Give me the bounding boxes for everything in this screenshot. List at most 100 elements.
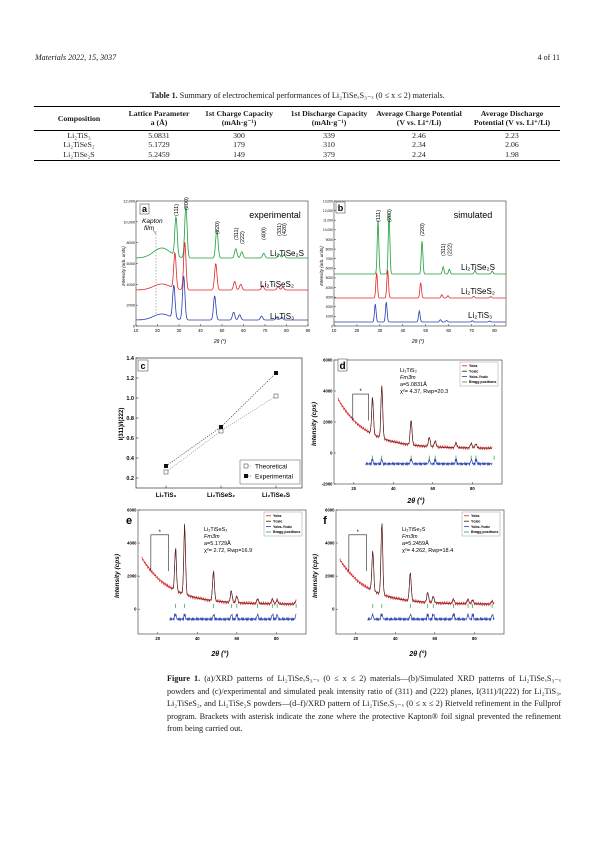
x-tick-label: 20 (351, 486, 356, 491)
panel-c-ylabel: I(311)/I(222) (119, 408, 125, 441)
experimental-point (274, 371, 278, 375)
panel-b-tag: simulated (454, 210, 493, 220)
x-tick-label: 80 (492, 328, 497, 333)
y-tick-label: 6000 (127, 508, 137, 513)
y-tick-label: 12,000 (323, 209, 333, 213)
panel-e-info: Li₂TiSeS₂ Fm3̄m a=5.1729Å χ²= 2.72, Rwp=… (204, 527, 252, 554)
info-space-group: Fm3̄m (400, 375, 416, 381)
x-tick-label: 70 (469, 328, 474, 333)
panel-a-xlabel: 2θ (°) (213, 339, 227, 345)
x-tick-label: 40 (195, 636, 200, 641)
peak-label: (220) (215, 221, 221, 234)
panel-d-info: Li₂TiS₃ Fm3̄m a=5.0831Å χ²= 4.37, Rwp=20… (400, 368, 448, 395)
peak-label: (222) (447, 243, 453, 256)
peak-label: (222) (240, 231, 246, 244)
y-tick-label: 8000 (127, 241, 135, 245)
panel-a-experimental-xrd: 0 2000 4000 6000 8000 10,000 12,000 10 20 30 40 50… (120, 196, 312, 346)
table-cell: 5.1729 (148, 140, 170, 150)
table-cell: 5.0831 (148, 130, 170, 140)
figure-caption: Figure 1. (a)/XRD patterns of Li₂TiSeₓS₃… (167, 673, 561, 736)
figure-1: 0 2000 4000 6000 8000 10,000 12,000 10 20 30 40 50… (110, 196, 510, 662)
ycalc-curve (169, 524, 297, 605)
legend-label: Bragg positions (273, 530, 300, 534)
table-cell: Li₂TiS₃ (67, 130, 91, 140)
ycalc-curve (367, 523, 495, 605)
table-cell: 2.34 (412, 140, 426, 150)
info-lattice: a=5.0831Å (400, 381, 427, 388)
panel-b-xlabel: 2θ (°) (411, 339, 425, 345)
peak-label: (311) (234, 227, 240, 240)
series-label-li2tises2: Li₂TiSeS₂ (260, 280, 294, 289)
panel-e-ylabel: Intensity (cps) (114, 554, 121, 598)
x-tick-label: 40 (391, 486, 396, 491)
x-tick-label: 40 (198, 328, 203, 333)
panel-b-letter: b (338, 203, 344, 213)
column-header: Average Charge Potential (V vs. Li⁺/Li) (376, 109, 462, 128)
kapton-film-label-line2: film (144, 225, 155, 232)
table-cell: 179 (233, 140, 245, 150)
curve-li2tis3 (334, 301, 506, 323)
panel-f-ylabel: Intensity (cps) (312, 554, 319, 598)
panel-b-ylabel: Intensity (arb. units) (319, 246, 324, 286)
figure-caption-label: Figure 1. (167, 674, 201, 683)
figure-caption-text: (a)/XRD patterns of Li₂TiSeₓS₃₋ₓ (0 ≤ x … (167, 674, 562, 734)
info-space-group: Fm3̄m (402, 534, 418, 540)
panel-f-rietveld-li2tise2s: f Intensity (cps) 2θ (°) 6000 4000 2000 0 20… (308, 506, 508, 662)
y-tick-label: 11,000 (323, 219, 333, 223)
table-caption-text: Summary of electrochemical performances … (179, 91, 445, 100)
x-tick-label: 50 (423, 328, 428, 333)
x-tick-label: 20 (353, 636, 358, 641)
yobs-curve (339, 524, 495, 607)
x-tick-label: 50 (220, 328, 225, 333)
table-cell: Li₂TiSe₂S (63, 150, 95, 160)
x-tick-label: 20 (355, 328, 360, 333)
x-tick-label: 60 (446, 328, 451, 333)
journal-citation: Materials 2022, 15, 3037 (35, 53, 117, 62)
table-cell: 2.23 (505, 130, 519, 140)
panel-e-svg: e Intensity (cps) 2θ (°) 6000 4000 2000 0 20… (114, 508, 307, 658)
peak-label: (220) (420, 223, 426, 236)
peak-label: (420) (282, 223, 288, 236)
panel-c-svg: c I(311)/I(222) 0.2 0.4 0.6 0.8 1.0 1.2 1.4 Li… (119, 356, 303, 499)
bracket-asterisk: * (159, 530, 162, 536)
y-tick-label: 0 (330, 451, 333, 456)
info-compound: Li₂TiSe₂S (402, 527, 426, 533)
table-cell: 5.2459 (148, 150, 170, 160)
series-label-li2tises2: Li₂TiSeS₂ (461, 287, 495, 296)
legend-label: Yobs-Ycalc (273, 525, 292, 529)
y-tick-label: 8000 (326, 247, 334, 251)
panel-a-ylabel: Intensity (arb. units) (121, 246, 126, 286)
column-header: 1st Charge Capacity (mAh·g⁻¹) (205, 109, 273, 128)
legend-label: Bragg positions (469, 380, 496, 384)
y-tick-label: 10,000 (123, 220, 135, 224)
difference-curve (365, 457, 493, 467)
panel-e-letter: e (126, 515, 132, 527)
table-header-row: Composition Lattice Parameter a (Å) 1st … (34, 106, 560, 131)
series-label-li2tise2s: Li₂TiSe₂S (270, 249, 304, 258)
legend-label: Yobs (273, 514, 282, 518)
y-tick-label: 1.2 (126, 376, 134, 382)
legend-theoretical: Theoretical (255, 464, 288, 471)
x-tick-label: 60 (430, 486, 435, 491)
panel-f-info: Li₂TiSe₂S Fm3̄m a=5.2459Å χ²= 4.262, Rwp… (402, 527, 453, 554)
y-tick-label: 4000 (127, 541, 137, 546)
peak-label: (331) (277, 223, 283, 236)
legend-label: Bragg positions (471, 530, 498, 534)
panel-a-svg: 0 2000 4000 6000 8000 10,000 12,000 10 20 30 40 50… (121, 197, 311, 345)
x-tick-label: 30 (378, 328, 383, 333)
x-tick-label: 70 (263, 328, 268, 333)
x-tick-label: 60 (432, 636, 437, 641)
panel-d-xlabel: 2θ (°) (406, 497, 425, 505)
column-header: 1st Discharge Capacity (mAh·g⁻¹) (290, 109, 368, 128)
table-cell: 1.98 (505, 150, 519, 160)
y-tick-label: 6000 (326, 267, 334, 271)
x-tick-label: 10 (332, 328, 337, 333)
theoretical-point (163, 469, 169, 475)
table-cell: 300 (233, 130, 245, 140)
y-tick-label: 13,000 (323, 199, 333, 203)
y-tick-label: 6000 (127, 262, 135, 266)
info-compound: Li₂TiS₃ (400, 368, 417, 374)
y-tick-label: 0.4 (126, 456, 135, 462)
x-tick-label: 40 (393, 636, 398, 641)
table-cell: 310 (323, 140, 335, 150)
